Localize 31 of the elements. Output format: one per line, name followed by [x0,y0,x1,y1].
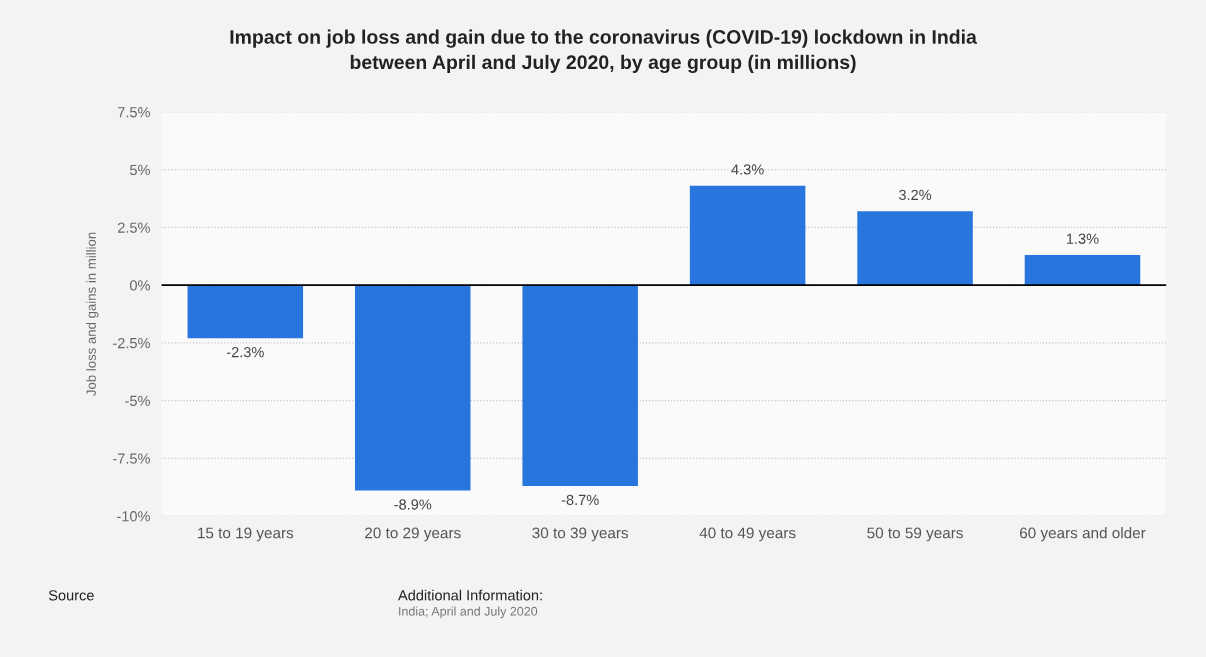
x-tick-label: 60 years and older [1019,527,1146,542]
y-tick-label: -5% [125,395,150,406]
data-label: -8.7% [561,494,599,506]
data-label: 3.2% [898,189,932,201]
x-tick-label: 50 to 59 years [867,527,963,542]
y-tick-label: 7.5% [118,107,150,118]
data-label: 4.3% [731,164,764,175]
bar [1024,255,1141,286]
bar [857,211,973,286]
bar [354,285,471,491]
data-label: -8.9% [394,499,432,510]
y-tick-label: 0% [129,280,150,291]
y-tick-label: -2.5% [113,337,150,349]
x-tick-label: 40 to 49 years [699,527,796,542]
text: Source [48,590,94,601]
bar [187,285,304,339]
x-tick-label: 15 to 19 years [198,527,294,542]
x-tick-label: 20 to 29 years [365,527,461,542]
y-tick-label: -7.5% [113,453,150,464]
y-tick-label: 2.5% [117,222,150,233]
y-tick-label: 5% [130,164,150,176]
data-label: -2.3% [226,346,264,358]
data-label: 1.3% [1066,233,1099,244]
y-axis-title: Job loss and gains in million [86,232,99,396]
chart-title: Impact on job loss and gain due to the coronavirus (COVID-19) lockdown in India between April and July 2020, by age group (in millions) [230,29,977,74]
bar [689,185,806,286]
text: India; April and July 2020 [399,606,538,619]
bar [522,285,638,486]
text: Additional Information: [398,589,542,601]
y-tick-label: -10% [117,511,150,522]
x-tick-label: 30 to 39 years [532,527,629,542]
